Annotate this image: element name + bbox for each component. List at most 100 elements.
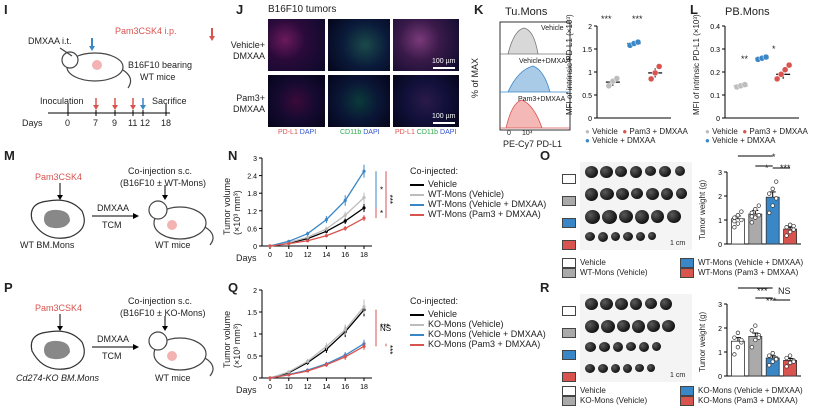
data-point <box>777 71 785 78</box>
data-point <box>774 357 779 362</box>
y-tick-label: 0 <box>718 242 722 249</box>
sig-marker: *** <box>601 14 612 24</box>
panel-label-o: O <box>540 148 551 163</box>
chart-k-ylabel: MFI of intrinsic PD-L1 (×10³) <box>565 14 574 115</box>
hist-label: Vehicle <box>541 25 564 32</box>
chart-n-xlabel: Days <box>236 253 257 263</box>
coinj-label-1: Co-injection s.c. <box>128 166 193 176</box>
data-point <box>324 234 328 238</box>
stain-legend-2: CD11b DAPI <box>340 129 380 136</box>
y-tick-label: 1 <box>588 70 592 77</box>
y-tick-label: 0.4 <box>710 24 720 31</box>
sig-marker: * <box>772 44 776 54</box>
data-point <box>306 239 310 243</box>
hist-tick: 10⁴ <box>522 130 533 137</box>
sig-marker: *** <box>380 323 389 332</box>
y-tick-label: 0 <box>588 116 592 123</box>
scale-bar <box>433 67 455 69</box>
series-line <box>269 306 365 379</box>
series-line <box>269 309 365 379</box>
day-tick: 11 <box>128 118 138 128</box>
panel-l-title: PB.Mons <box>725 6 770 18</box>
coinj-label-2: (B16F10 ± WT-Mons) <box>120 178 206 188</box>
data-point <box>306 232 310 236</box>
data-point <box>774 196 779 201</box>
target-mice-label: WT mice <box>155 373 191 383</box>
y-tick-label: 0.2 <box>710 70 720 77</box>
legend-sq-vehicle <box>562 170 580 188</box>
y-tick-label: 2 <box>718 326 722 333</box>
x-tick-label: 0 <box>268 384 272 391</box>
hist-dmxaa <box>500 65 570 93</box>
data-point <box>784 364 789 369</box>
chart-n-ylabel: Tumor volume (×10³ mm³) <box>222 177 242 235</box>
data-point <box>651 69 659 77</box>
dmxaa-label: DMXAA i.t. <box>28 36 72 46</box>
chart-q: 00.511.520 10 12 14 16 18***NS*** <box>247 288 394 391</box>
inoculation-label: Inoculation <box>40 96 84 106</box>
row-label-2b: DMXAA <box>232 104 265 114</box>
y-tick-label: 0 <box>718 374 722 381</box>
hist-tick: 0 <box>507 130 511 137</box>
scale-bar-label: 100 µm <box>432 113 456 120</box>
legend-q: Co-injected: Vehicle KO-Mons (Vehicle) K… <box>410 296 546 349</box>
scale-bar-label: 1 cm <box>670 372 686 379</box>
y-tick-label: 2.4 <box>247 174 257 181</box>
x-tick-label: 0 <box>268 252 272 259</box>
data-point <box>287 239 291 243</box>
day-tick: 12 <box>140 118 151 128</box>
hist-label: Pam3+DMXAA <box>518 96 566 103</box>
sig-marker: * <box>380 209 383 218</box>
micrograph-merge-vehicle <box>393 19 459 71</box>
data-point <box>306 369 310 373</box>
chart-q-ylabel: Tumor volume (×10³ mm³) <box>222 310 242 368</box>
days-label: Days <box>22 118 43 128</box>
data-point <box>787 229 793 235</box>
pam3-label: Pam3CSK4 <box>35 172 83 182</box>
y-tick-label: 0 <box>253 376 257 383</box>
legend-k: ● Vehicle ● Pam3 + DMXAA ● Vehicle + DMX… <box>585 127 688 145</box>
hist-vehicle <box>500 27 570 55</box>
chart-r-ylabel: Tumor weight (g) <box>698 311 707 372</box>
data-point <box>362 305 366 309</box>
data-point <box>362 216 366 220</box>
data-point <box>287 373 291 377</box>
data-point <box>787 360 793 365</box>
x-tick-label: 12 <box>304 384 312 391</box>
series-line <box>269 197 365 247</box>
y-tick-label: 1.5 <box>247 310 257 317</box>
legend-sq-vehicle <box>562 302 580 320</box>
sig-marker: *** <box>385 345 394 354</box>
stain-legend-3: PD-L1 CD11b DAPI <box>395 129 457 136</box>
sig-marker: NS <box>380 324 391 333</box>
stain-legend-1: PD-L1 DAPI <box>278 129 317 136</box>
data-point <box>362 196 366 200</box>
series-line <box>269 345 365 379</box>
data-point <box>735 330 741 335</box>
sig-marker: * <box>772 152 776 162</box>
bar <box>748 336 763 377</box>
row-label-1a: Vehicle+ <box>230 40 265 50</box>
data-point <box>647 75 655 83</box>
data-point <box>756 213 761 218</box>
panel-label-q: Q <box>228 280 239 295</box>
pam3-label: Pam3CSK4 i.p. <box>115 26 177 36</box>
series-line <box>269 217 365 247</box>
timeline-arrows <box>93 98 146 110</box>
y-tick-label: 2 <box>718 194 722 201</box>
legend-sq-dmxaa <box>562 346 580 364</box>
panel-label-l: L <box>690 2 698 17</box>
source-cells-label: WT BM.Mons <box>20 240 75 250</box>
mouse-icon <box>148 331 214 377</box>
data-point <box>306 235 310 239</box>
panel-label-i: I <box>4 2 8 17</box>
y-tick-label: 2 <box>588 24 592 31</box>
timeline-ticks <box>67 110 167 116</box>
data-point <box>343 328 347 332</box>
sig-marker: NS <box>778 286 791 296</box>
x-tick-label: 14 <box>323 252 331 259</box>
dmxaa-label: DMXAA <box>97 203 130 213</box>
data-point <box>634 38 642 46</box>
data-point <box>774 179 779 184</box>
sig-marker: * <box>380 186 383 195</box>
